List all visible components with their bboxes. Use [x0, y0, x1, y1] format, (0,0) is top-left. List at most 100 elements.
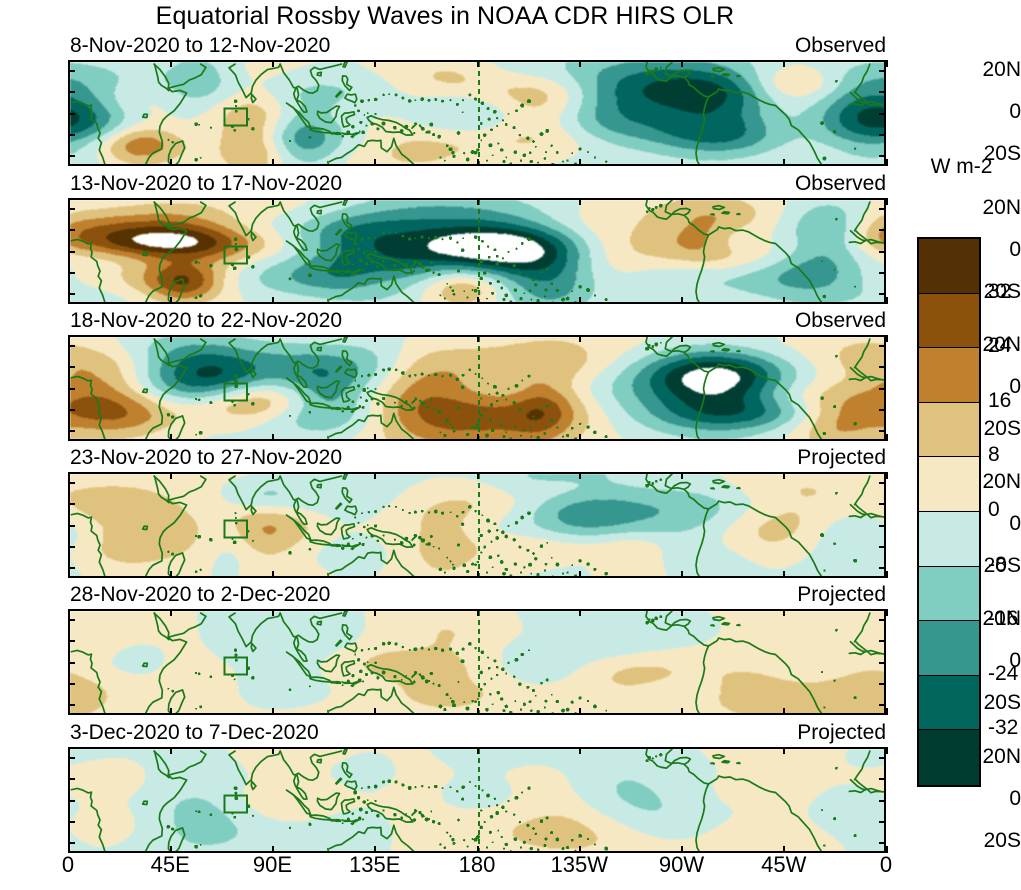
x-tick-mark	[272, 472, 274, 479]
panel-status-2: Observed	[795, 172, 886, 196]
x-tick-mark	[783, 60, 785, 67]
x-tick-mark	[579, 434, 581, 441]
y-tick-mark	[879, 778, 886, 780]
x-tick-mark	[374, 434, 376, 441]
x-tick-mark	[886, 335, 888, 342]
y-tick-mark	[879, 567, 886, 569]
y-tick-mark	[68, 567, 75, 569]
y-tick-mark	[879, 546, 886, 548]
x-tick-mark	[68, 434, 70, 441]
x-axis-label: 180	[459, 852, 496, 878]
panel-date-range-4: 23-Nov-2020 to 27-Nov-2020	[70, 446, 342, 470]
y-tick-mark	[68, 546, 75, 548]
x-tick-mark	[170, 472, 172, 479]
y-tick-mark	[879, 640, 886, 642]
x-tick-mark	[272, 335, 274, 342]
y-tick-mark	[879, 704, 886, 706]
x-axis-label: 45W	[761, 852, 806, 878]
colorbar-tick-label: -32	[988, 716, 1018, 740]
panel-frame-6	[68, 747, 886, 853]
x-tick-mark	[374, 297, 376, 304]
y-tick-mark	[68, 821, 75, 823]
panel-frame-2	[68, 198, 886, 304]
y-tick-mark	[879, 70, 886, 72]
y-tick-mark	[879, 662, 886, 664]
x-tick-mark	[886, 609, 888, 616]
x-tick-mark	[272, 60, 274, 67]
x-tick-mark	[783, 297, 785, 304]
y-tick-mark	[879, 430, 886, 432]
x-tick-mark	[681, 571, 683, 578]
y-tick-mark	[68, 91, 75, 93]
colorbar-band	[919, 730, 979, 785]
y-tick-mark	[68, 683, 75, 685]
x-tick-mark	[783, 434, 785, 441]
x-axis-label: 90W	[659, 852, 704, 878]
y-tick-mark	[68, 229, 75, 231]
x-tick-mark	[579, 335, 581, 342]
colorbar-band	[919, 621, 979, 676]
y-tick-mark	[879, 821, 886, 823]
x-tick-mark	[783, 159, 785, 166]
y-tick-mark	[68, 293, 75, 295]
y-tick-mark	[879, 113, 886, 115]
y-tick-mark	[68, 272, 75, 274]
x-tick-mark	[374, 571, 376, 578]
panel-date-range-5: 28-Nov-2020 to 2-Dec-2020	[70, 583, 330, 607]
colorbar-band	[919, 676, 979, 731]
y-axis-label: 20S	[984, 280, 1021, 304]
x-tick-mark	[170, 335, 172, 342]
y-axis-label: 20S	[984, 554, 1021, 578]
y-tick-mark	[879, 525, 886, 527]
x-tick-mark	[170, 434, 172, 441]
map-panel-1: 8-Nov-2020 to 12-Nov-2020 Observed	[68, 60, 886, 166]
y-tick-mark	[68, 409, 75, 411]
x-tick-mark	[886, 297, 888, 304]
x-tick-mark	[579, 747, 581, 754]
y-tick-mark	[68, 113, 75, 115]
x-tick-mark	[681, 159, 683, 166]
x-tick-mark	[170, 747, 172, 754]
x-tick-mark	[681, 609, 683, 616]
x-tick-mark	[783, 198, 785, 205]
colorbar-band	[919, 239, 979, 294]
x-tick-mark	[170, 609, 172, 616]
panel-date-range-1: 8-Nov-2020 to 12-Nov-2020	[70, 34, 330, 58]
x-tick-mark	[272, 747, 274, 754]
colorbar-band	[919, 403, 979, 458]
panel-frame-3	[68, 335, 886, 441]
y-tick-mark	[879, 619, 886, 621]
panel-status-6: Projected	[797, 721, 886, 745]
colorbar-tick-label: 0	[988, 498, 1000, 522]
x-tick-mark	[68, 335, 70, 342]
x-tick-mark	[68, 708, 70, 715]
y-axis-label: 20S	[984, 691, 1021, 715]
x-tick-mark	[579, 571, 581, 578]
y-tick-mark	[879, 251, 886, 253]
x-tick-mark	[374, 708, 376, 715]
y-tick-mark	[68, 778, 75, 780]
x-tick-mark	[68, 747, 70, 754]
x-tick-mark	[374, 198, 376, 205]
y-tick-mark	[68, 757, 75, 759]
y-tick-mark	[68, 388, 75, 390]
x-tick-mark	[477, 472, 479, 479]
colorbar-band	[919, 457, 979, 512]
y-axis-label: 20N	[982, 745, 1021, 769]
panel-frame-4	[68, 472, 886, 578]
panel-status-3: Observed	[795, 309, 886, 333]
x-tick-mark	[272, 434, 274, 441]
x-tick-mark	[272, 198, 274, 205]
panel-status-1: Observed	[795, 34, 886, 58]
x-tick-mark	[886, 472, 888, 479]
x-tick-mark	[681, 708, 683, 715]
y-axis-label: 0	[1009, 787, 1021, 811]
y-axis-label: 20S	[984, 142, 1021, 166]
x-tick-mark	[68, 472, 70, 479]
y-axis-label: 20N	[982, 333, 1021, 357]
panel-frame-1	[68, 60, 886, 166]
y-tick-mark	[68, 503, 75, 505]
y-axis-label: 20N	[982, 58, 1021, 82]
x-tick-mark	[170, 198, 172, 205]
x-tick-mark	[170, 708, 172, 715]
